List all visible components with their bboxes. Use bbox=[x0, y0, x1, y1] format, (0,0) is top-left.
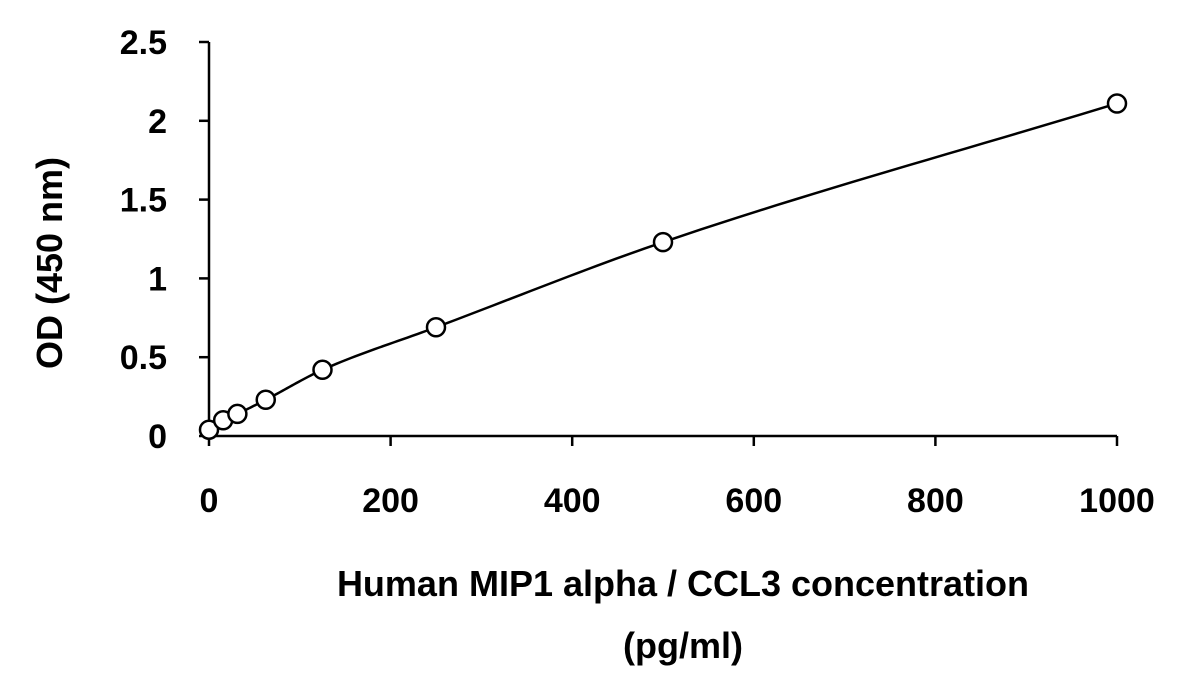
data-point bbox=[312, 359, 333, 381]
y-axis-title: OD (450 nm) bbox=[29, 157, 70, 369]
x-axis-title-line-2: (pg/ml) bbox=[623, 625, 743, 666]
data-point bbox=[227, 403, 248, 425]
x-tick-label: 600 bbox=[725, 482, 782, 520]
y-tick-label: 1 bbox=[148, 260, 167, 298]
y-tick-label: 0.5 bbox=[120, 339, 167, 377]
axes bbox=[207, 42, 1117, 438]
axis-ticks: 0 0.5 1 1.5 2 2.5 0 200 400 600 800 1000 bbox=[120, 24, 1155, 520]
x-tick-label: 200 bbox=[362, 482, 419, 520]
x-tick-label: 400 bbox=[544, 482, 601, 520]
axis-titles: OD (450 nm) Human MIP1 alpha / CCL3 conc… bbox=[29, 157, 1029, 666]
data-point bbox=[255, 389, 276, 411]
y-tick-label: 1.5 bbox=[120, 182, 167, 220]
data-point bbox=[198, 419, 220, 440]
y-tick-label: 2.5 bbox=[120, 24, 167, 62]
x-tick-label: 800 bbox=[907, 482, 964, 520]
data-point bbox=[652, 231, 674, 253]
x-axis-title-line-1: Human MIP1 alpha / CCL3 concentration bbox=[337, 563, 1029, 604]
data-points bbox=[198, 93, 1128, 440]
y-tick-label: 2 bbox=[148, 103, 167, 141]
data-point bbox=[1106, 93, 1128, 114]
x-tick-label: 1000 bbox=[1079, 482, 1155, 520]
y-tick-label: 0 bbox=[148, 418, 167, 456]
fit-curve-layer bbox=[208, 102, 1118, 431]
fit-curve bbox=[208, 102, 1118, 431]
data-point bbox=[425, 317, 447, 338]
x-tick-label: 0 bbox=[200, 482, 219, 520]
